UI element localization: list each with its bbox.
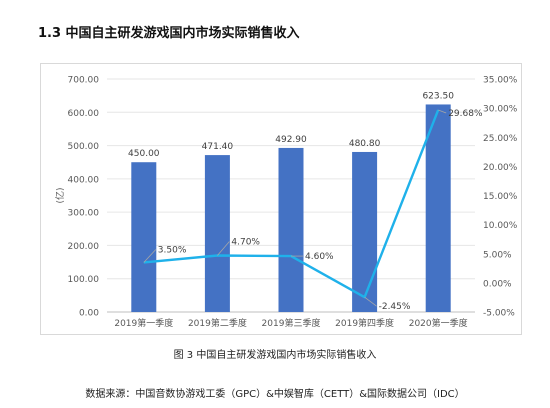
y2-tick-label: 25.00% (483, 134, 518, 144)
y2-tick-label: 5.00% (483, 250, 512, 260)
bar-value-label: 450.00 (128, 149, 160, 159)
x-tick-label: 2019第二季度 (188, 317, 247, 329)
y2-tick-label: 0.00% (483, 279, 512, 289)
y2-tick-label: 15.00% (483, 192, 518, 202)
label-leader (143, 249, 157, 263)
data-source: 数据来源：中国音数协游戏工委（GPC）&中娱智库（CETT）&国际数据公司（ID… (85, 389, 465, 400)
y-tick-label: 700.00 (68, 76, 100, 86)
line-value-label: 3.50% (158, 245, 187, 255)
section-title: 1.3 中国自主研发游戏国内市场实际销售收入 (38, 26, 300, 41)
y-axis-label: (亿) (54, 187, 66, 203)
line-value-label: 4.60% (305, 252, 334, 262)
y2-tick-label: 10.00% (483, 221, 518, 231)
line-value-label: -2.45% (379, 302, 411, 312)
combo-chart: 0.00 100.00 200.00 300.00 400.00 500.00 600.00… (54, 76, 518, 330)
bar (425, 104, 451, 313)
y-tick-label: 0.00 (79, 309, 99, 319)
y-tick-label: 300.00 (68, 209, 100, 219)
y2-tick-label: 30.00% (483, 105, 518, 115)
x-tick-label: 2019第一季度 (114, 317, 173, 329)
chart-container: 0.00 100.00 200.00 300.00 400.00 500.00 600.00… (40, 63, 522, 335)
bar-value-label: 492.90 (275, 135, 307, 145)
y-tick-label: 200.00 (68, 242, 100, 252)
y2-tick-label: 35.00% (483, 76, 518, 86)
bar (131, 162, 157, 312)
y-tick-label: 100.00 (68, 275, 100, 285)
x-tick-label: 2019第三季度 (262, 317, 321, 329)
bar (204, 155, 230, 312)
bar (352, 151, 378, 312)
y-tick-label: 400.00 (68, 175, 100, 185)
y2-tick-label: 20.00% (483, 163, 518, 173)
label-leader (217, 241, 230, 256)
line-value-label: 29.68% (448, 109, 483, 119)
y-tick-label: 500.00 (68, 142, 100, 152)
bar (278, 147, 304, 312)
bar-value-label: 471.40 (202, 142, 234, 152)
x-tick-label: 2019第四季度 (335, 317, 394, 329)
label-leader (364, 296, 377, 307)
bar-value-label: 623.50 (422, 91, 454, 101)
y-tick-label: 600.00 (68, 109, 100, 119)
x-tick-label: 2020第一季度 (409, 317, 468, 329)
label-leader (438, 109, 447, 114)
figure-caption: 图 3 中国自主研发游戏国内市场实际销售收入 (173, 350, 377, 361)
bar-value-label: 480.80 (349, 139, 381, 149)
y2-tick-label: -5.00% (483, 309, 515, 319)
line-value-label: 4.70% (231, 237, 260, 247)
